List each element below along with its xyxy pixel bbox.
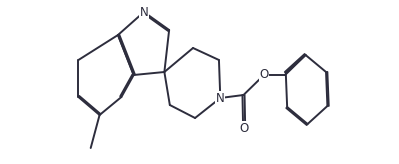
Text: O: O <box>259 69 269 82</box>
Text: N: N <box>216 92 225 104</box>
Text: N: N <box>140 6 148 19</box>
Text: O: O <box>239 122 249 134</box>
